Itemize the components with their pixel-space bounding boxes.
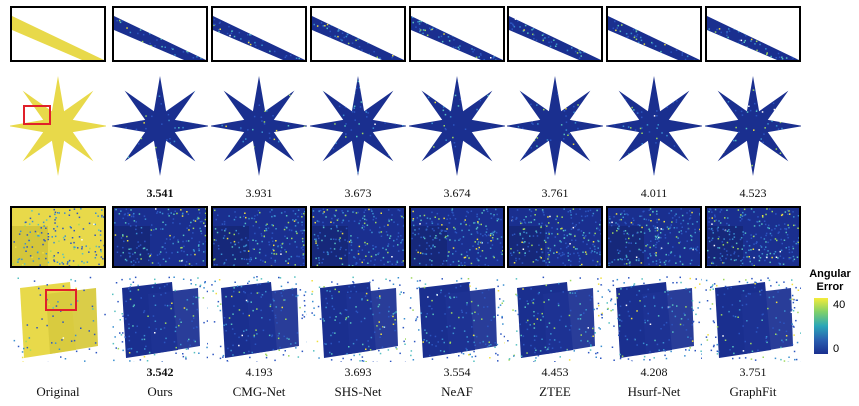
star-render-graphfit bbox=[705, 68, 801, 180]
colorbar-title: Angular Error bbox=[802, 268, 858, 294]
column-label-ztee: ZTEE bbox=[539, 384, 571, 399]
zoom-cube-ours bbox=[112, 206, 208, 268]
cube-render-neaf bbox=[409, 276, 505, 362]
cube-score-graphfit: 3.751 bbox=[739, 365, 767, 379]
column-label-cmg-net: CMG-Net bbox=[232, 384, 286, 399]
star-render-hsurf-net bbox=[606, 68, 702, 180]
column-label-neaf: NeAF bbox=[441, 384, 473, 399]
zoom-star-ztee bbox=[507, 6, 603, 62]
zoom-cube-ztee bbox=[507, 206, 603, 268]
cube-render-graphfit bbox=[705, 276, 801, 362]
cube-render-hsurf-net bbox=[606, 276, 702, 362]
star-score-graphfit: 4.523 bbox=[739, 186, 767, 200]
star-score-neaf: 3.674 bbox=[443, 186, 471, 200]
cube-score-shs-net: 3.693 bbox=[344, 365, 372, 379]
cube-render-shs-net bbox=[310, 276, 406, 362]
column-label-graphfit: GraphFit bbox=[729, 384, 777, 399]
zoom-cube-hsurf-net bbox=[606, 206, 702, 268]
star-score-hsurf-net: 4.011 bbox=[640, 186, 668, 200]
cube-score-hsurf-net: 4.208 bbox=[640, 365, 668, 379]
column-label-shs-net: SHS-Net bbox=[334, 384, 382, 399]
zoom-cube-graphfit bbox=[705, 206, 801, 268]
colorbar-min-label: 0 bbox=[833, 343, 840, 355]
star-score-cmg-net: 3.931 bbox=[245, 186, 273, 200]
star-score-ours: 3.541 bbox=[146, 186, 174, 200]
zoom-star-cmg-net bbox=[211, 6, 307, 62]
zoom-star-shs-net bbox=[310, 6, 406, 62]
cube-score-neaf: 3.554 bbox=[443, 365, 471, 379]
column-label-original: Original bbox=[36, 384, 80, 399]
cube-render-cmg-net bbox=[211, 276, 307, 362]
colorbar-title-line2: Error bbox=[816, 281, 844, 293]
star-render-shs-net bbox=[310, 68, 406, 180]
cube-score-ours: 3.542 bbox=[146, 365, 174, 379]
zoom-cube-original bbox=[10, 206, 106, 268]
cube-score-cmg-net: 4.193 bbox=[245, 365, 273, 379]
colorbar-gradient bbox=[814, 298, 828, 354]
star-render-cmg-net bbox=[211, 68, 307, 180]
star-render-ztee bbox=[507, 68, 603, 180]
zoom-star-graphfit bbox=[705, 6, 801, 62]
star-render-ours bbox=[112, 68, 208, 180]
zoom-cube-neaf bbox=[409, 206, 505, 268]
zoom-star-original bbox=[10, 6, 106, 62]
column-label-ours: Ours bbox=[147, 384, 173, 399]
cube-render-original bbox=[10, 276, 106, 362]
cube-render-ztee bbox=[507, 276, 603, 362]
star-score-ztee: 3.761 bbox=[541, 186, 569, 200]
star-render-original bbox=[10, 68, 106, 180]
zoom-cube-cmg-net bbox=[211, 206, 307, 268]
zoom-cube-shs-net bbox=[310, 206, 406, 268]
colorbar-title-line1: Angular bbox=[809, 268, 851, 280]
colorbar-max-label: 40 bbox=[833, 299, 846, 311]
zoom-star-hsurf-net bbox=[606, 6, 702, 62]
star-score-shs-net: 3.673 bbox=[344, 186, 372, 200]
star-render-neaf bbox=[409, 68, 505, 180]
zoom-star-ours bbox=[112, 6, 208, 62]
cube-render-ours bbox=[112, 276, 208, 362]
zoom-star-neaf bbox=[409, 6, 505, 62]
cube-score-ztee: 4.453 bbox=[541, 365, 569, 379]
column-label-hsurf-net: Hsurf-Net bbox=[627, 384, 681, 399]
